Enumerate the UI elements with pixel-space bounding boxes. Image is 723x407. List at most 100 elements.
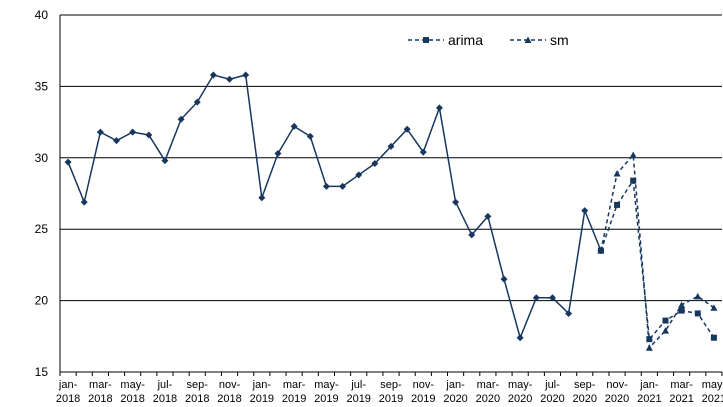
x-tick-label-year: 2020 (605, 393, 629, 405)
x-tick-label-year: 2019 (411, 393, 435, 405)
legend-label: arima (448, 32, 483, 48)
data-point (645, 344, 653, 351)
x-tick-label-month: sep- (380, 379, 402, 391)
x-tick-label-year: 2019 (282, 393, 306, 405)
x-tick-label-year: 2020 (476, 393, 500, 405)
data-point (630, 177, 637, 184)
x-tick-label-year: 2021 (637, 393, 661, 405)
data-point (96, 128, 104, 136)
series-sm (597, 151, 718, 351)
legend: arima sm (408, 32, 569, 48)
y-tick-label: 40 (35, 8, 49, 22)
data-point (371, 160, 379, 168)
data-point (548, 294, 556, 302)
series-actual (64, 71, 605, 342)
x-tick-label-year: 2019 (250, 393, 274, 405)
y-tick-label: 35 (35, 79, 49, 93)
x-tick-label-month: jan- (252, 379, 272, 391)
x-tick-label-month: jan- (639, 379, 659, 391)
data-point (678, 301, 686, 308)
data-point (419, 148, 427, 156)
data-point (532, 294, 540, 302)
data-point (290, 122, 298, 130)
x-tick-label-year: 2021 (669, 393, 693, 405)
data-point (565, 309, 573, 317)
y-tick-label: 20 (35, 294, 49, 308)
data-point (209, 71, 217, 79)
x-tick-label-month: mar- (670, 379, 693, 391)
data-point (613, 170, 621, 177)
y-tick-label: 30 (35, 151, 49, 165)
x-tick-label-month: sep- (187, 379, 209, 391)
data-point (661, 327, 669, 334)
y-tick-label: 15 (35, 365, 49, 379)
data-point (64, 158, 72, 166)
data-point (129, 128, 137, 136)
x-tick-label-year: 2020 (508, 393, 532, 405)
legend-item-arima: arima (408, 32, 483, 48)
data-point (177, 115, 185, 123)
x-tick-label-month: mar- (89, 379, 112, 391)
y-tick-label: 25 (35, 222, 49, 236)
legend-swatch-marker (423, 37, 429, 43)
data-point (274, 150, 282, 158)
data-point (193, 98, 201, 106)
x-tick-label-year: 2018 (153, 393, 177, 405)
data-point (500, 275, 508, 283)
x-tick-label-month: nov- (606, 379, 628, 391)
x-tick-label-year: 2020 (443, 393, 467, 405)
data-point (403, 125, 411, 133)
data-point (694, 292, 702, 300)
x-axis-ticks: jan- 2018 mar- 2018 may- 2018 jul- 2018 sep- 2018… (56, 379, 723, 405)
data-point (145, 131, 153, 139)
data-point (694, 310, 701, 317)
legend-item-sm: sm (510, 32, 569, 48)
series-group (64, 71, 718, 351)
x-tick-label-year: 2020 (540, 393, 564, 405)
data-point (339, 182, 347, 190)
x-tick-label-month: jul- (157, 379, 173, 391)
data-point (662, 317, 669, 324)
data-point (355, 171, 363, 179)
x-tick-label-month: may- (314, 379, 339, 391)
x-tick-label-month: jul- (544, 379, 560, 391)
data-point (80, 198, 88, 206)
data-point (629, 151, 637, 158)
legend-label: sm (550, 32, 569, 48)
x-tick-label-month: mar- (283, 379, 306, 391)
data-point (581, 207, 589, 215)
axes (59, 15, 723, 376)
data-point (435, 104, 443, 112)
data-point (710, 304, 718, 311)
x-tick-label-year: 2018 (120, 393, 144, 405)
series-arima (597, 177, 717, 343)
data-point (516, 334, 524, 342)
x-tick-label-month: nov- (413, 379, 435, 391)
series-line (67, 74, 602, 341)
x-tick-label-month: may- (508, 379, 533, 391)
data-point (597, 247, 605, 254)
x-tick-label-year: 2019 (314, 393, 338, 405)
data-point (484, 212, 492, 220)
x-tick-label-month: mar- (477, 379, 500, 391)
x-tick-label-year: 2018 (217, 393, 241, 405)
legend-swatch-marker (524, 36, 532, 43)
x-tick-label-year: 2019 (379, 393, 403, 405)
y-axis-ticks: 15 20 25 30 35 40 (35, 8, 49, 379)
data-point (113, 137, 121, 145)
x-tick-label-year: 2018 (185, 393, 209, 405)
data-point (306, 132, 314, 140)
x-tick-label-year: 2020 (573, 393, 597, 405)
data-point (258, 194, 266, 202)
x-tick-label-month: may- (120, 379, 145, 391)
x-tick-label-year: 2019 (346, 393, 370, 405)
data-point (161, 157, 169, 165)
x-tick-label-month: jan- (445, 379, 465, 391)
data-point (614, 201, 621, 208)
x-tick-label-year: 2018 (56, 393, 80, 405)
data-point (468, 231, 476, 239)
series-line (600, 153, 715, 350)
x-tick-label-month: jan- (58, 379, 78, 391)
data-point (242, 71, 250, 79)
